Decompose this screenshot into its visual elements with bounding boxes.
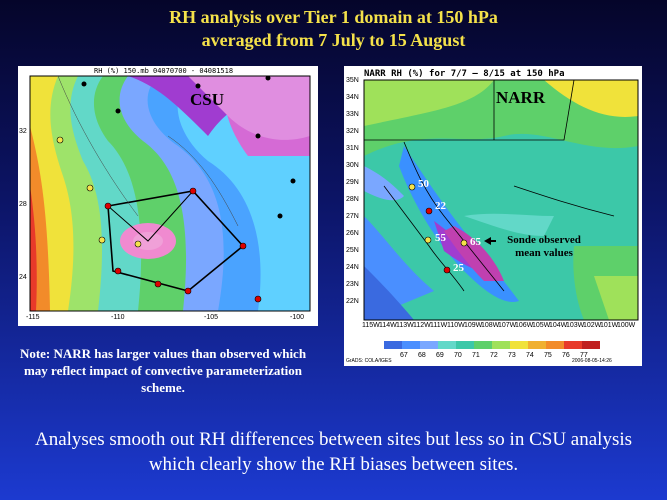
legend-value: 68 — [418, 352, 426, 359]
narr-lat-tick: 30N — [346, 162, 359, 169]
narr-lon-tick: 102W — [583, 322, 602, 329]
narr-label: NARR — [496, 88, 546, 107]
narr-lat-tick: 32N — [346, 128, 359, 135]
sonde-value: 65 — [470, 236, 481, 248]
narr-lon-tick: 106W — [515, 322, 534, 329]
narr-lat-tick: 25N — [346, 247, 359, 254]
legend-value: 73 — [508, 352, 516, 359]
narr-lat-tick: 31N — [346, 145, 359, 152]
slide-title: RH analysis over Tier 1 domain at 150 hP… — [0, 6, 667, 52]
narr-lon-tick: 103W — [566, 322, 585, 329]
narr-lat-tick: 28N — [346, 196, 359, 203]
legend-value: 67 — [400, 352, 408, 359]
summary-text: Analyses smooth out RH differences betwe… — [34, 429, 633, 475]
narr-lat-tick: 29N — [346, 179, 359, 186]
narr-lat-tick: 33N — [346, 111, 359, 118]
narr-lon-tick: 104W — [549, 322, 568, 329]
narr-lat-tick: 24N — [346, 264, 359, 271]
csu-map — [29, 75, 311, 312]
legend-value: 74 — [526, 352, 534, 359]
sonde-annotation: Sonde observed mean values — [507, 234, 581, 259]
narr-lon-tick: 109W — [464, 322, 483, 329]
narr-lon-tick: 110W — [447, 322, 465, 329]
legend-value: 72 — [490, 352, 498, 359]
csu-lat-tick: 32 — [19, 128, 27, 135]
csu-lon-tick: -110 — [111, 314, 125, 321]
narr-lat-tick: 27N — [346, 213, 359, 220]
title-line-1: RH analysis over Tier 1 domain at 150 hP… — [169, 7, 498, 27]
csu-lon-tick: -100 — [290, 314, 305, 321]
narr-map — [363, 79, 639, 349]
csu-lon-tick: -115 — [26, 314, 40, 321]
narr-lon-tick: 114W — [379, 322, 397, 329]
note-text: Note: NARR has larger values than observ… — [19, 346, 307, 395]
narr-lat-tick: 34N — [346, 94, 359, 101]
narr-footer-right: 2006-08-05-14:26 — [572, 358, 612, 364]
legend-value: 77 — [580, 352, 588, 359]
narr-lat-tick: 35N — [346, 77, 359, 84]
narr-lon-tick: 107W — [498, 322, 517, 329]
narr-lat-tick: 23N — [346, 281, 359, 288]
sonde-value: 50 — [418, 178, 429, 190]
narr-lon-tick: 113W — [396, 322, 414, 329]
legend-value: 75 — [544, 352, 552, 359]
narr-lon-tick: 105W — [532, 322, 551, 329]
title-line-2: averaged from 7 July to 15 August — [201, 30, 466, 50]
csu-lon-tick: -105 — [204, 314, 219, 321]
csu-label: CSU — [190, 90, 225, 109]
csu-map-header: RH (%) 150.mb 04070700 - 04081518 — [94, 67, 234, 75]
legend-value: 69 — [436, 352, 444, 359]
csu-map-panel: RH (%) 150.mb 04070700 - 04081518 CSU 32… — [18, 66, 318, 326]
narr-lon-tick: 111W — [430, 322, 448, 329]
narr-lon-tick: 115W — [362, 322, 380, 329]
sonde-value: 25 — [453, 262, 464, 274]
legend-value: 76 — [562, 352, 570, 359]
narr-lat-tick: 26N — [346, 230, 359, 237]
narr-lon-tick: 100W — [617, 322, 636, 329]
legend-value: 70 — [454, 352, 462, 359]
narr-map-panel: NARR RH (%) for 7/7 – 8/15 at 150 hPa NA… — [344, 66, 642, 366]
sonde-value: 22 — [435, 200, 446, 212]
narr-footer-left: GrADS: COLA/IGES — [346, 358, 392, 364]
narr-lon-tick: 101W — [600, 322, 619, 329]
narr-lat-tick: 22N — [346, 298, 359, 305]
csu-lat-tick: 28 — [19, 201, 27, 208]
csu-lat-tick: 24 — [19, 274, 27, 281]
narr-lon-tick: 108W — [481, 322, 500, 329]
narr-lon-tick: 112W — [413, 322, 431, 329]
sonde-value: 55 — [435, 232, 446, 244]
narr-map-header: NARR RH (%) for 7/7 – 8/15 at 150 hPa — [364, 69, 565, 79]
legend-value: 71 — [472, 352, 480, 359]
